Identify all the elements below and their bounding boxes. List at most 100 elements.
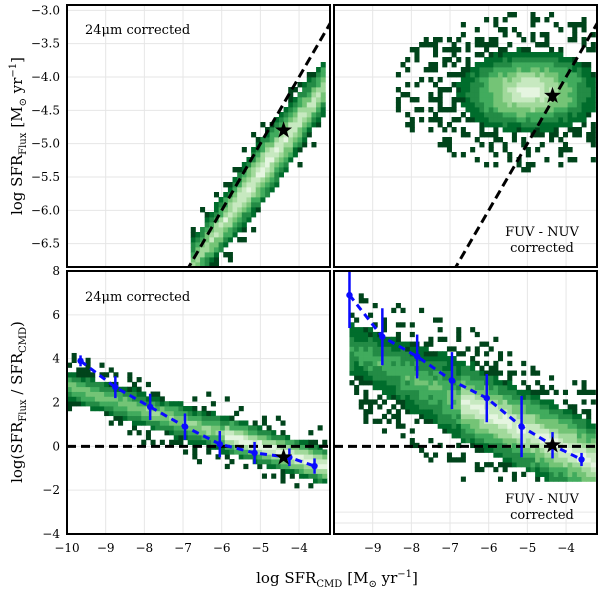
density-cell — [224, 430, 230, 436]
density-cell — [442, 62, 448, 68]
density-cell — [227, 252, 233, 258]
density-cell — [294, 439, 300, 445]
density-cell — [85, 357, 91, 364]
density-cell — [456, 92, 462, 98]
density-cell — [155, 391, 161, 397]
density-cell — [521, 447, 527, 453]
density-cell — [549, 72, 555, 78]
density-cell — [155, 406, 161, 412]
density-cell — [521, 142, 527, 148]
density-cell — [94, 396, 100, 402]
density-cell — [465, 67, 471, 73]
density-cell — [530, 413, 536, 420]
density-cell — [525, 72, 531, 78]
density-cell — [224, 415, 230, 421]
density-cell — [395, 409, 401, 415]
density-cell — [562, 452, 569, 458]
density-cell — [349, 312, 355, 318]
density-cell — [488, 57, 494, 63]
density-cell — [400, 423, 406, 429]
binned-median-point — [146, 403, 154, 411]
density-cell — [127, 372, 133, 378]
density-cell — [576, 476, 582, 482]
density-cell — [131, 425, 138, 431]
density-cell — [409, 346, 415, 352]
density-cell — [576, 112, 582, 118]
density-cell — [576, 117, 582, 123]
density-cell — [507, 428, 513, 434]
density-cell — [260, 192, 266, 198]
density-cell — [516, 418, 522, 424]
density-cell — [377, 370, 383, 376]
density-cell — [246, 167, 252, 173]
density-cell — [241, 227, 247, 233]
density-cell — [67, 406, 73, 412]
density-cell — [215, 454, 221, 460]
density-cell — [460, 365, 466, 371]
density-cell — [99, 391, 105, 397]
density-cell — [502, 72, 508, 78]
density-cell — [590, 428, 596, 434]
density-cell — [488, 365, 494, 371]
density-cell — [292, 102, 298, 108]
density-cell — [423, 389, 429, 396]
density-cell — [493, 433, 499, 439]
density-cell — [232, 232, 238, 238]
density-cell — [446, 365, 452, 371]
density-cell — [488, 438, 494, 444]
density-cell — [437, 37, 443, 43]
density-cell — [516, 62, 522, 68]
density-cell — [549, 418, 555, 424]
density-cell — [400, 370, 406, 376]
density-cell — [539, 107, 545, 113]
density-cell — [164, 401, 170, 407]
density-cell — [442, 360, 448, 367]
density-cell — [223, 207, 229, 213]
density-cell — [446, 384, 452, 391]
density-cell — [234, 449, 240, 455]
density-cell — [368, 351, 374, 357]
density-cell — [316, 107, 322, 113]
density-cell — [316, 117, 322, 123]
density-cell — [507, 375, 513, 381]
density-cell — [288, 87, 294, 93]
density-cell — [210, 434, 216, 441]
density-cell — [218, 232, 224, 238]
density-cell — [530, 127, 536, 133]
density-cell — [274, 117, 280, 123]
density-cell — [229, 415, 235, 421]
density-cell — [349, 360, 355, 367]
density-cell — [465, 399, 471, 405]
density-cell — [155, 396, 161, 402]
density-cell — [479, 428, 485, 434]
density-cell — [288, 152, 294, 158]
density-cell — [576, 462, 582, 468]
density-cell — [428, 127, 434, 133]
density-cell — [265, 187, 271, 193]
density-cell — [502, 462, 508, 468]
density-cell — [215, 425, 221, 431]
density-cell — [479, 438, 485, 444]
density-cell — [572, 380, 578, 386]
density-cell — [391, 351, 397, 357]
density-cell — [283, 147, 289, 153]
density-cell — [511, 62, 517, 68]
density-cell — [479, 107, 485, 113]
density-cell — [232, 212, 238, 218]
density-cell — [511, 92, 517, 98]
density-cell — [215, 444, 221, 450]
density-cell — [71, 372, 77, 378]
density-cell — [265, 177, 271, 183]
density-cell — [493, 389, 499, 396]
density-cell — [423, 413, 429, 420]
density-cell — [243, 434, 249, 441]
density-cell — [220, 449, 226, 455]
density-cell — [488, 384, 494, 391]
density-cell — [80, 372, 86, 378]
density-cell — [511, 384, 517, 391]
density-cell — [241, 202, 247, 208]
density-cell — [400, 380, 406, 386]
density-cell — [90, 372, 96, 378]
density-cell — [437, 423, 443, 429]
density-cell — [316, 67, 322, 73]
